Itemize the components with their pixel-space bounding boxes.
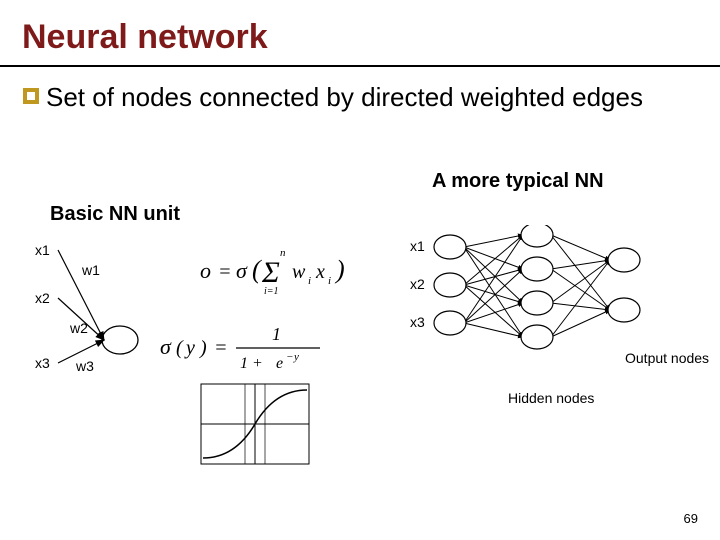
basic-input-label: x3 xyxy=(35,355,50,371)
formula-sum: o = σ ( Σ n i=1 w i x i ) xyxy=(200,240,380,301)
subhead-typical-nn: A more typical NN xyxy=(432,170,604,193)
basic-weight-label: w1 xyxy=(82,262,100,278)
caption-output-nodes: Output nodes xyxy=(625,350,709,366)
basic-weight-label: w2 xyxy=(70,320,88,336)
bullet-icon xyxy=(22,87,40,110)
caption-hidden-nodes: Hidden nodes xyxy=(508,390,594,406)
title-text: Neural network xyxy=(22,18,268,56)
svg-text:): ) xyxy=(334,255,345,284)
sigmoid-graph xyxy=(195,378,315,473)
svg-text:i=1: i=1 xyxy=(264,286,279,296)
svg-text:e: e xyxy=(276,355,283,372)
svg-text:=: = xyxy=(218,261,232,283)
typical-input-label: x2 xyxy=(410,276,425,292)
svg-text:1 +: 1 + xyxy=(240,355,263,372)
svg-text:y: y xyxy=(293,351,299,363)
svg-text:=: = xyxy=(214,337,228,359)
page-number: 69 xyxy=(684,511,698,526)
svg-text:x: x xyxy=(315,261,325,283)
svg-text:w: w xyxy=(292,261,306,283)
svg-text:1: 1 xyxy=(272,324,281,344)
svg-text:−: − xyxy=(286,351,293,363)
formula-sigmoid: σ ( y ) = 1 1 + e − y xyxy=(160,318,340,381)
typical-input-label: x3 xyxy=(410,314,425,330)
slide-title: Neural network xyxy=(0,0,720,67)
basic-weight-label: w3 xyxy=(76,358,94,374)
subhead-basic-unit: Basic NN unit xyxy=(50,203,180,226)
svg-text:σ: σ xyxy=(160,334,172,359)
svg-text:σ: σ xyxy=(236,258,248,283)
svg-text:n: n xyxy=(280,247,286,259)
bullet-row: Set of nodes connected by directed weigh… xyxy=(0,67,720,114)
typical-input-label: x1 xyxy=(410,238,425,254)
svg-text:(: ( xyxy=(252,255,262,284)
basic-input-label: x1 xyxy=(35,242,50,258)
svg-text:i: i xyxy=(308,275,311,287)
svg-text:): ) xyxy=(199,337,207,359)
bullet-text: Set of nodes connected by directed weigh… xyxy=(46,81,643,114)
basic-input-label: x2 xyxy=(35,290,50,306)
svg-text:i: i xyxy=(328,275,331,287)
svg-text:Σ: Σ xyxy=(261,256,280,289)
svg-text:o: o xyxy=(200,258,211,283)
svg-text:y: y xyxy=(184,337,195,359)
svg-text:(: ( xyxy=(176,337,184,359)
